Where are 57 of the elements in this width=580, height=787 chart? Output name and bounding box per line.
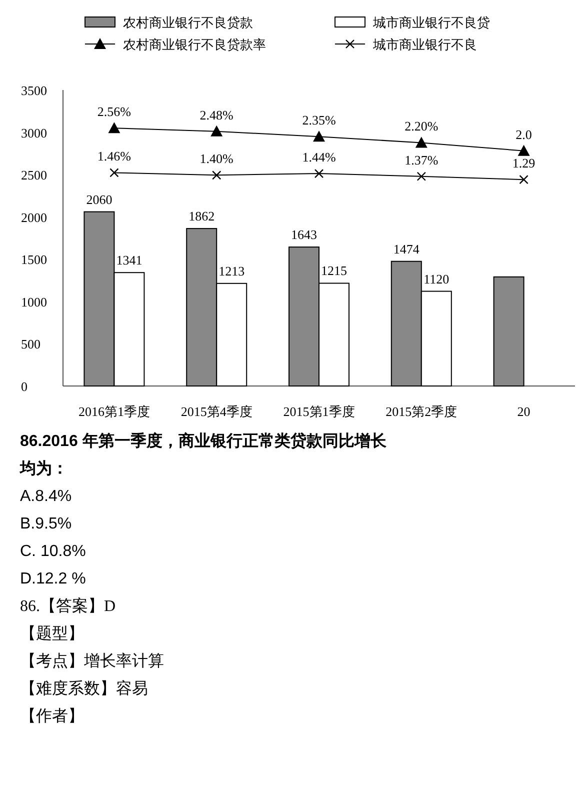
text: D.12.2 % <box>20 570 86 588</box>
text: 86.【答案】D <box>20 597 116 615</box>
bar <box>493 276 524 386</box>
legend-label: 农村商业银行不良贷款率 <box>123 37 266 52</box>
data-label: 2.56% <box>97 104 132 120</box>
data-label: 1341 <box>116 252 142 268</box>
y-tick-label: 2000 <box>21 210 47 225</box>
legend-label: 城市商业银行不良 <box>372 37 477 52</box>
data-label: 1862 <box>188 208 215 224</box>
legend-label: 城市商业银行不良贷 <box>372 15 490 30</box>
data-label: 1643 <box>291 227 317 242</box>
data-label: 1.46% <box>97 148 132 164</box>
data-label: 2.48% <box>200 107 234 122</box>
data-label: 1.29 <box>512 156 536 171</box>
point <box>110 168 119 178</box>
x-tick-label: 20 <box>517 404 530 419</box>
point <box>314 168 324 178</box>
data-label: 2.35% <box>302 112 336 128</box>
text: B.9.5% <box>20 516 72 532</box>
y-tick-label: 3500 <box>21 83 47 98</box>
legend-label: 农村商业银行不良贷款 <box>123 15 253 30</box>
data-label: 2.20% <box>404 118 438 134</box>
data-label: 1.44% <box>302 150 336 165</box>
data-label: 1120 <box>424 271 450 286</box>
data-label: 1.37% <box>404 152 438 168</box>
y-tick-label: 1000 <box>21 294 47 310</box>
y-tick-label: 0 <box>21 379 28 394</box>
text: 86.2016 年第一季度，商业银行正常类贷款同比增长 <box>20 431 388 450</box>
x-tick-label: 2015第2季度 <box>386 404 458 419</box>
point <box>108 122 120 134</box>
point <box>313 130 325 142</box>
data-label: 2060 <box>86 192 112 207</box>
data-label: 1215 <box>321 263 347 278</box>
text: 均为： <box>19 460 68 478</box>
text: 【题型】 <box>20 624 84 642</box>
text: A.8.4% <box>20 488 72 505</box>
x-tick-label: 2016第1季度 <box>78 404 150 419</box>
y-tick-label: 1500 <box>21 252 47 268</box>
text: C. 10.8% <box>20 543 86 560</box>
data-label: 1213 <box>218 263 245 278</box>
x-tick-label: 2015第4季度 <box>180 404 252 419</box>
y-tick-label: 3000 <box>21 125 47 140</box>
text: 【考点】增长率计算 <box>20 652 164 670</box>
text: 【作者】 <box>20 707 84 725</box>
data-label: 1.40% <box>200 151 234 166</box>
x-tick-label: 2015第1季度 <box>283 404 355 419</box>
text: 【难度系数】容易 <box>20 680 148 698</box>
point <box>415 136 428 148</box>
y-tick-label: 500 <box>21 336 40 352</box>
data-label: 1474 <box>393 241 420 256</box>
point <box>416 172 426 181</box>
point <box>210 125 223 136</box>
point <box>518 144 530 156</box>
point <box>212 170 222 180</box>
y-tick-label: 2500 <box>21 168 47 183</box>
point <box>519 175 528 184</box>
data-label: 2.0 <box>516 126 532 142</box>
